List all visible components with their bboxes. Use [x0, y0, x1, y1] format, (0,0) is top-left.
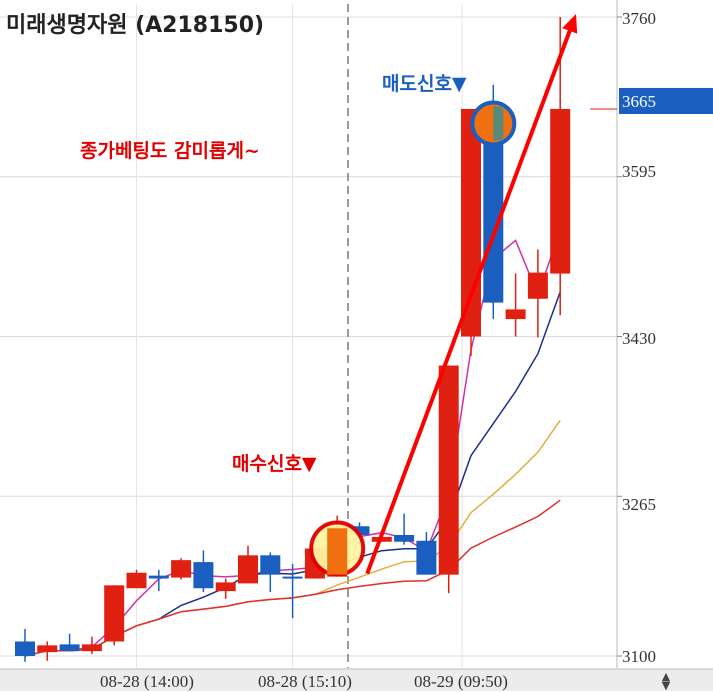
candle-body	[416, 540, 437, 575]
candle-body	[505, 309, 526, 320]
candle-body	[282, 576, 303, 579]
candle-body	[37, 645, 58, 653]
candle-body	[349, 526, 370, 535]
candle-body	[15, 641, 35, 656]
candle-body	[550, 108, 571, 274]
candle-body	[126, 572, 147, 589]
overlay-annotations	[309, 14, 578, 577]
sell-candle-highlight	[493, 106, 504, 141]
candle-body	[215, 582, 236, 592]
candle-body	[148, 575, 169, 579]
trend-arrow	[365, 21, 575, 575]
candle-body	[193, 562, 214, 589]
buy-candle-highlight	[327, 528, 348, 575]
candle-body	[171, 560, 192, 578]
candle-body	[238, 555, 258, 584]
candle-body	[104, 585, 125, 642]
candle-body	[59, 644, 80, 652]
candle-body	[81, 644, 102, 652]
candle-body	[527, 272, 548, 299]
candle-body	[394, 534, 415, 542]
trend-arrow-head	[562, 14, 578, 34]
candle-body	[260, 555, 281, 575]
candle-body	[461, 108, 481, 337]
candle-body	[438, 365, 459, 575]
scroll-arrows-icon[interactable]: ▲ ▼	[661, 670, 671, 692]
x-axis-bar	[0, 669, 713, 691]
